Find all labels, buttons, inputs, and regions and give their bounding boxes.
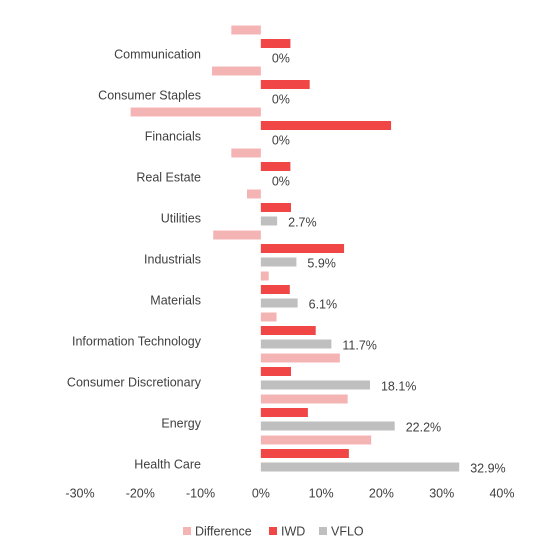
category-label: Health Care [134, 457, 201, 471]
data-label: 22.2% [406, 420, 441, 434]
x-tick-label: -10% [186, 486, 215, 500]
data-label: 0% [272, 174, 290, 188]
bar [260, 408, 308, 417]
bar [260, 326, 316, 335]
category-label: Information Technology [72, 334, 202, 348]
bar [260, 216, 278, 226]
bar [260, 339, 332, 349]
x-tick-label: 40% [489, 486, 514, 500]
data-label: 11.7% [342, 338, 377, 352]
bar [260, 285, 290, 294]
category-label: Consumer Discretionary [67, 375, 202, 389]
category-label: Industrials [144, 252, 201, 266]
legend-swatch [319, 527, 327, 535]
bar [260, 380, 370, 390]
category-label: Consumer Staples [98, 88, 201, 102]
bar [260, 435, 372, 445]
category-label: Financials [145, 129, 201, 143]
bar [260, 312, 277, 322]
data-label: 18.1% [381, 379, 416, 393]
legend-label: Difference [195, 524, 252, 538]
x-tick-label: -30% [65, 486, 94, 500]
bar [260, 394, 348, 404]
bar [231, 148, 261, 158]
bar [246, 189, 261, 199]
bar [260, 244, 345, 253]
bar [212, 66, 261, 76]
data-label: 0% [272, 92, 290, 106]
category-label: Communication [114, 47, 201, 61]
bar [260, 203, 291, 212]
bar [260, 367, 291, 376]
category-label: Materials [150, 293, 201, 307]
bar [260, 80, 310, 89]
x-tick-label: -20% [126, 486, 155, 500]
legend-swatch [183, 527, 191, 535]
data-label: 0% [272, 133, 290, 147]
legend-swatch [269, 527, 277, 535]
legend-label: VFLO [331, 524, 364, 538]
bar [260, 271, 269, 281]
bar [260, 121, 392, 130]
x-tick-label: 10% [309, 486, 334, 500]
category-label: Energy [161, 416, 201, 430]
bar [130, 107, 261, 117]
data-label: 0% [272, 51, 290, 65]
x-tick-label: 0% [252, 486, 270, 500]
category-label: Utilities [161, 211, 201, 225]
data-label: 6.1% [309, 297, 338, 311]
bar [260, 421, 395, 431]
data-label: 32.9% [470, 461, 505, 475]
bar [260, 39, 291, 48]
bar [260, 462, 460, 472]
bar [260, 257, 297, 267]
bar [260, 162, 291, 171]
data-label: 5.9% [307, 256, 336, 270]
bar [260, 353, 340, 363]
legend-label: IWD [281, 524, 305, 538]
x-tick-label: 30% [429, 486, 454, 500]
data-label: 2.7% [288, 215, 317, 229]
bar [213, 230, 261, 240]
bar [231, 25, 261, 35]
bar [260, 298, 298, 308]
category-label: Real Estate [136, 170, 201, 184]
bar [260, 449, 349, 458]
x-tick-label: 20% [369, 486, 394, 500]
